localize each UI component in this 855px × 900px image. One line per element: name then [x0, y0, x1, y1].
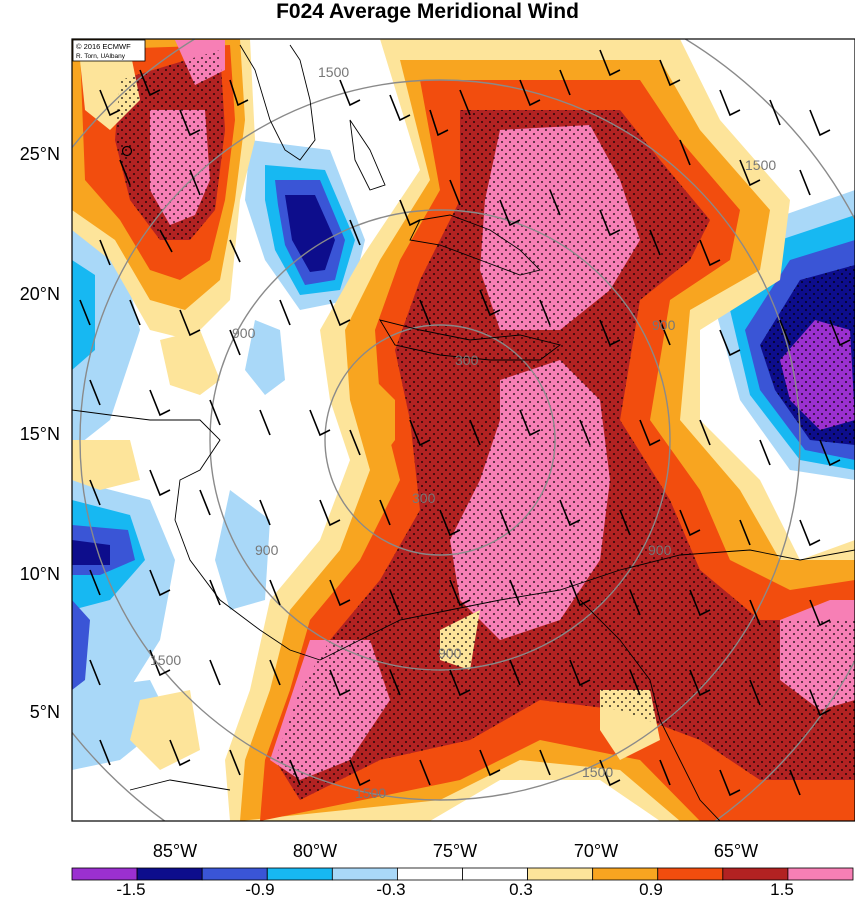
- lon-label: 70°W: [574, 841, 618, 861]
- colorbar-swatch: [71, 867, 138, 881]
- significance-stippling: [115, 50, 855, 800]
- ring-label-900: 900: [438, 645, 462, 661]
- colorbar-swatch: [657, 867, 724, 881]
- lat-label: 15°N: [20, 424, 60, 444]
- credit-box: © 2016 ECMWF R. Torn, UAlbany: [72, 39, 146, 62]
- range-ring-labels: 300 300 900 900 900 900 900 1500 1500 15…: [150, 64, 776, 801]
- map-frame: [71, 38, 855, 822]
- ring-label-900: 900: [255, 542, 279, 558]
- colorbar-tick-labels: -1.5 -0.9 -0.3 0.3 0.9 1.5: [116, 880, 793, 899]
- colorbar-tick: 0.9: [639, 880, 663, 899]
- wind-barbs: [79, 49, 851, 797]
- lon-label: 80°W: [293, 841, 337, 861]
- colorbar-swatch: [201, 867, 268, 881]
- colorbar-tick: -0.9: [245, 880, 274, 899]
- ring-label-1500: 1500: [745, 157, 776, 173]
- colorbar-swatch: [787, 867, 854, 881]
- credit-line-1: © 2016 ECMWF: [76, 42, 131, 51]
- colorbar-swatch: [592, 867, 659, 881]
- colorbar-swatch: [722, 867, 789, 881]
- colorbar-tick: 0.3: [509, 880, 533, 899]
- lon-label: 65°W: [714, 841, 758, 861]
- credit-line-2: R. Torn, UAlbany: [76, 53, 126, 60]
- colorbar-tick: 1.5: [770, 880, 794, 899]
- colorbar-swatch: [397, 867, 463, 881]
- ring-label-900: 900: [232, 325, 256, 341]
- colorbar-tick: -1.5: [116, 880, 145, 899]
- lat-label: 10°N: [20, 564, 60, 584]
- center-marker: [121, 145, 133, 157]
- ring-label-1500: 1500: [582, 764, 613, 780]
- longitude-labels: 85°W 80°W 75°W 70°W 65°W: [153, 841, 758, 861]
- lat-label: 20°N: [20, 284, 60, 304]
- lon-label: 85°W: [153, 841, 197, 861]
- colorbar-swatch: [527, 867, 594, 881]
- colorbar-swatch: [331, 867, 398, 881]
- colorbar: [71, 867, 854, 881]
- colorbar-swatch: [266, 867, 333, 881]
- colorbar-tick: -0.3: [376, 880, 405, 899]
- latitude-labels: 25°N 20°N 15°N 10°N 5°N: [20, 144, 60, 722]
- ring-label-300: 300: [455, 352, 479, 368]
- ring-label-1500: 1500: [355, 785, 386, 801]
- lon-label: 75°W: [433, 841, 477, 861]
- ring-label-300: 300: [412, 490, 436, 506]
- coastlines: [72, 44, 855, 821]
- ring-label-1500: 1500: [150, 652, 181, 668]
- colorbar-swatch: [136, 867, 203, 881]
- lat-label: 25°N: [20, 144, 60, 164]
- map-title: F024 Average Meridional Wind: [276, 0, 579, 23]
- ring-label-1500: 1500: [318, 64, 349, 80]
- ring-label-900: 900: [652, 317, 676, 333]
- colorbar-swatch: [462, 867, 528, 881]
- lat-label: 5°N: [30, 702, 60, 722]
- ring-label-900: 900: [648, 542, 672, 558]
